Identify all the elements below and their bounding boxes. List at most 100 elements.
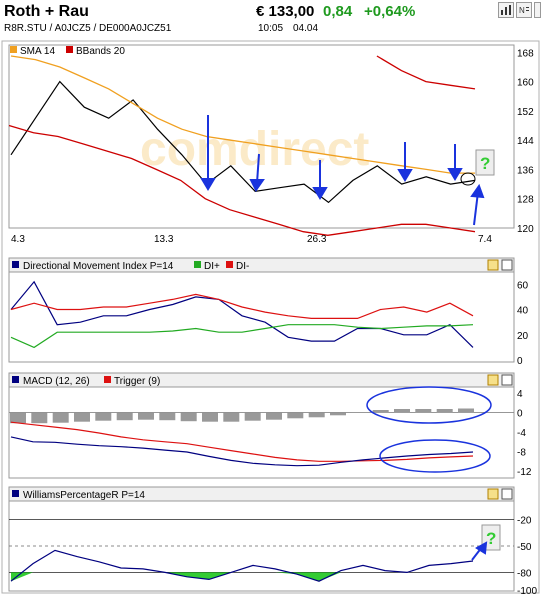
macd-histogram-bar [458, 408, 474, 413]
price-y-tick-120: 120 [517, 224, 534, 235]
question-mark: ? [480, 154, 490, 173]
trigger-line [10, 421, 474, 462]
arrow-head-5 [447, 168, 463, 181]
macd-histogram-bar [116, 412, 133, 421]
price-y-tick-160: 160 [517, 78, 534, 89]
macd-histogram-bar [74, 412, 90, 422]
stock-identifiers: R8R.STU / A0JCZ5 / DE000A0JCZ51 [4, 23, 172, 34]
macd-histogram-bar [372, 410, 389, 413]
quote-date: 04.04 [293, 23, 319, 34]
close-panel-icon[interactable] [501, 374, 513, 386]
chart-frame [1, 40, 540, 594]
price-y-tick-136: 136 [517, 165, 534, 176]
stock-title: Roth + Rau [4, 3, 89, 20]
price-panel: comdirect SMA 14 BBands 20 168 160 152 144 1… [8, 44, 534, 245]
watermark: comdirect [140, 123, 369, 176]
macd-histogram-bar [330, 412, 346, 416]
macd-y-tick--8: -8 [517, 448, 526, 459]
macd-plot-area [8, 372, 515, 479]
dmi-y-tick-0: 0 [517, 356, 523, 367]
price-line [10, 80, 476, 204]
settings-icon[interactable] [487, 488, 499, 500]
macd-histogram-bar [266, 412, 282, 420]
arrow-head-6 [470, 183, 485, 199]
macd-histogram-bar [52, 412, 69, 423]
dmi-y-tick-40: 40 [517, 306, 529, 317]
legend-sma: SMA 14 [20, 46, 55, 57]
williams-y-tick--100: -100 [517, 586, 537, 595]
settings-icon[interactable] [487, 374, 499, 386]
legend-swatch-williams [12, 490, 19, 497]
legend-swatch-trigger [104, 376, 111, 383]
dmi-line [10, 280, 474, 348]
highlight-ellipse-crossover [379, 439, 491, 473]
legend-williams: WilliamsPercentageR P=14 [23, 490, 145, 501]
arrow-head-3 [312, 187, 328, 200]
bband-lower-line [8, 124, 476, 236]
svg-text:N: N [519, 6, 525, 15]
legend-swatch-macd [12, 376, 19, 383]
price-y-tick-144: 144 [517, 136, 534, 147]
legend-swatch-dmi [12, 261, 19, 268]
last-price: € 133,00 [256, 3, 315, 20]
williams-panel: WilliamsPercentageR P=14 -20 -50 -80 -100 ? [8, 486, 537, 595]
macd-histogram-bar [394, 409, 410, 413]
sma-line [10, 55, 475, 174]
price-y-tick-152: 152 [517, 107, 534, 118]
legend-swatch-di-minus [226, 261, 233, 268]
macd-histogram-bar [138, 412, 154, 420]
bband-upper-line [376, 55, 476, 90]
williams-plot-area [8, 486, 515, 592]
macd-histogram-bar [95, 412, 112, 421]
price-change: 0,84 [323, 3, 353, 20]
news-icon[interactable]: N [516, 2, 532, 18]
price-x-tick-1: 13.3 [154, 234, 174, 245]
dmi-panel: Directional Movement Index P=14 DI+ DI- … [8, 257, 529, 367]
question-mark: ? [486, 529, 496, 548]
legend-swatch-bbands [66, 46, 73, 53]
close-panel-icon[interactable] [501, 488, 513, 500]
macd-histogram-bar [287, 412, 304, 419]
williams-line [10, 549, 474, 582]
quote-time: 10:05 [258, 23, 284, 34]
legend-macd: MACD (12, 26) [23, 376, 90, 387]
legend-trigger: Trigger (9) [114, 376, 160, 387]
macd-y-tick-0: 0 [517, 408, 523, 419]
price-x-tick-0: 4.3 [11, 234, 25, 245]
close-panel-icon[interactable] [501, 259, 513, 271]
bar-chart-icon[interactable] [498, 2, 514, 18]
quote-header: Roth + Rau R8R.STU / A0JCZ5 / DE000A0JCZ… [0, 0, 541, 42]
williams-legend-bar [8, 486, 515, 502]
arrow-head-1 [200, 178, 216, 191]
question-box [475, 149, 495, 176]
macd-legend-bar [8, 372, 515, 388]
macd-histogram-bar [159, 412, 176, 421]
price-x-tick-3: 7.4 [478, 234, 492, 245]
price-change-percent: +0,64% [364, 3, 416, 20]
annotation-arrows [200, 115, 485, 226]
last-point-circle [460, 172, 476, 186]
arrow-head-7 [475, 541, 488, 555]
arrow-6 [473, 191, 479, 226]
macd-line [10, 436, 474, 467]
williams-y-tick--20: -20 [517, 516, 532, 527]
dmi-y-tick-20: 20 [517, 331, 529, 342]
macd-histogram-bar [415, 409, 432, 413]
settings-icon[interactable] [487, 259, 499, 271]
macd-histogram-bar [351, 412, 368, 413]
price-y-tick-128: 128 [517, 195, 534, 206]
macd-histogram-bar [436, 409, 453, 413]
macd-histogram-bar [244, 412, 261, 421]
arrow-head-4 [397, 169, 413, 182]
williams-y-tick--80: -80 [517, 568, 532, 579]
price-y-tick-168: 168 [517, 48, 534, 59]
price-plot-area [8, 44, 515, 229]
macd-histogram-bar [223, 412, 240, 422]
legend-dmi: Directional Movement Index P=14 [23, 261, 174, 272]
macd-panel: MACD (12, 26) Trigger (9) 4 0 -4 -8 -12 [8, 372, 532, 479]
legend-di-plus: DI+ [204, 261, 220, 272]
arrow-head-2 [249, 179, 265, 192]
di-minus-line [10, 293, 474, 319]
macd-histogram-bar [180, 412, 197, 422]
macd-histogram-bar [308, 412, 325, 418]
